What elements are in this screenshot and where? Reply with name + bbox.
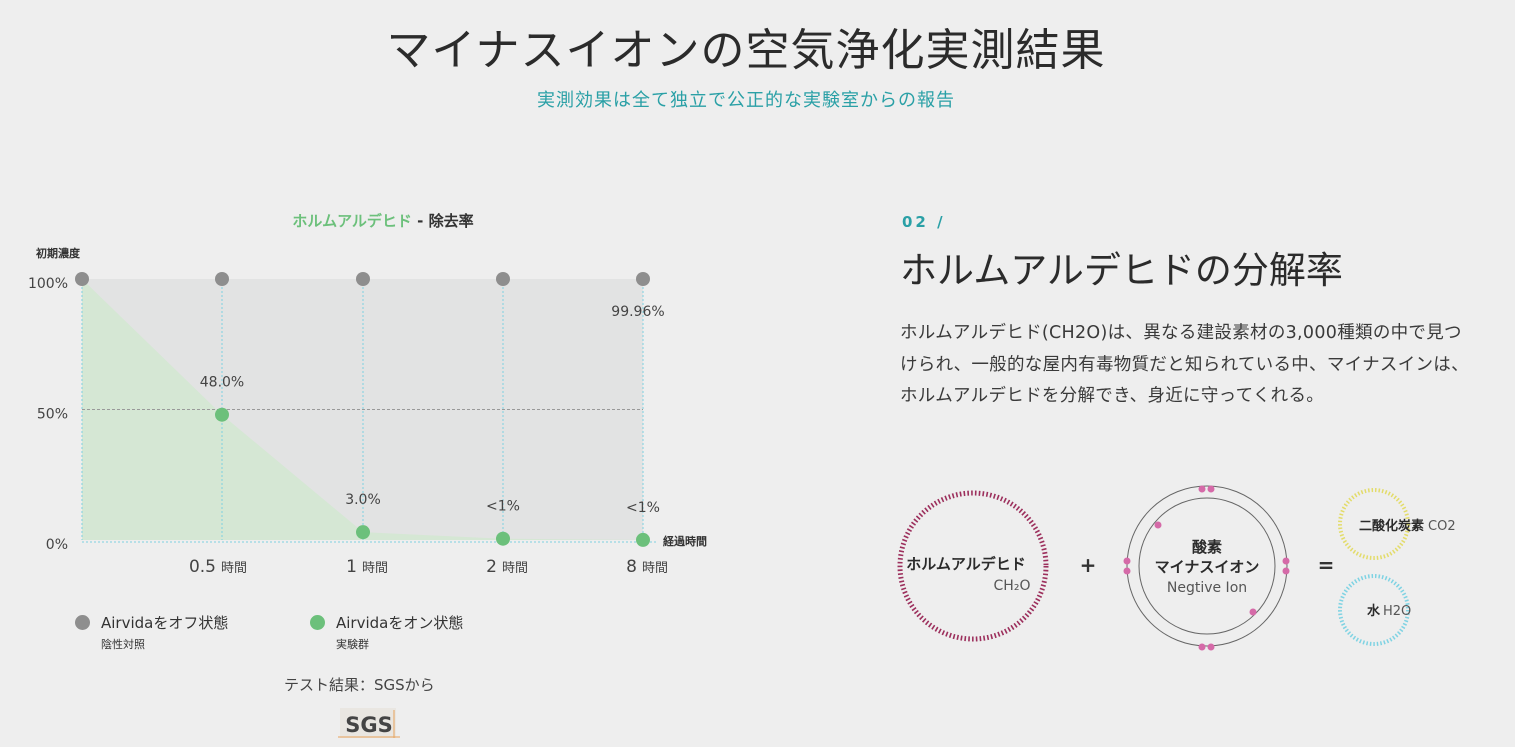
- data-label: <1%: [486, 499, 520, 515]
- data-point-on: [356, 525, 370, 540]
- y-axis-title: 初期濃度: [36, 246, 81, 260]
- sgs-logo-text: SGS: [345, 713, 393, 737]
- ion-dot: [1123, 567, 1131, 575]
- data-point-off: [75, 272, 89, 286]
- data-point-on: [496, 531, 510, 546]
- page-title: マイナスイオンの空気浄化実測結果: [386, 25, 1106, 76]
- h2o-name: 水: [1367, 603, 1381, 619]
- ion-label-english: Negtive Ion: [1167, 580, 1247, 596]
- ion-dot: [1154, 521, 1162, 529]
- y-tick-label: 50%: [37, 407, 68, 423]
- chart-title-rest: - 除去率: [411, 212, 474, 230]
- ion-dot: [1207, 485, 1215, 493]
- ion-dot: [1123, 557, 1131, 565]
- data-point-on: [215, 407, 229, 422]
- data-point-off: [215, 272, 229, 286]
- ion-dot: [1282, 557, 1290, 565]
- co2-formula: CO2: [1428, 519, 1456, 534]
- ion-dot: [1198, 485, 1206, 493]
- formaldehyde-circle: [897, 490, 1049, 642]
- legend-dot-on: [310, 615, 325, 630]
- data-point-off: [496, 272, 510, 286]
- formaldehyde-label: ホルムアルデヒド: [906, 555, 1026, 573]
- x-tick-number: 1: [346, 557, 357, 577]
- section-description: ホルムアルデヒド(CH2O)は、異なる建設素材の3,000種類の中で見つけられ、…: [900, 323, 1469, 406]
- ion-label-oxygen: 酸素: [1192, 538, 1222, 556]
- x-tick-unit: 時間: [502, 561, 528, 576]
- section-number: 02 /: [902, 213, 946, 231]
- test-result-text: テスト結果：SGSから: [284, 676, 435, 694]
- ion-dot: [1282, 567, 1290, 575]
- ion-dot: [1249, 608, 1257, 616]
- x-tick-unit: 時間: [221, 561, 247, 576]
- chart-title: ホルムアルデヒド - 除去率: [200, 210, 566, 231]
- sgs-logo: SGS: [338, 708, 400, 738]
- data-label: <1%: [626, 500, 660, 516]
- co2-label: 二酸化炭素 CO2: [1359, 518, 1456, 534]
- x-tick-number: 8: [626, 557, 637, 577]
- data-point-on: [636, 532, 650, 547]
- y-tick-label: 0%: [46, 537, 68, 553]
- ion-dot: [1198, 643, 1206, 651]
- ion-outer-ring: [1126, 485, 1288, 647]
- legend-dot-off: [75, 615, 90, 630]
- ion-inner-ring: [1138, 497, 1276, 635]
- h2o-label: 水 H2O: [1367, 603, 1411, 619]
- x-axis-title: 経過時間: [663, 534, 707, 548]
- annotation-label: 99.96%: [611, 304, 664, 320]
- co2-circle: [1338, 488, 1410, 560]
- ion-dots: [1123, 485, 1290, 651]
- series-area-on: [82, 279, 643, 540]
- legend-label-off: Airvidaをオフ状態: [101, 614, 229, 632]
- ion-label-negative-ion: マイナスイオン: [1155, 558, 1260, 576]
- ion-dot: [1207, 643, 1215, 651]
- reaction-diagram: ホルムアルデヒド CH₂O + 酸素 マイナスイオン Negtive Ion =…: [897, 485, 1456, 651]
- legend-sub-off: 陰性対照: [101, 638, 145, 651]
- legend-sub-on: 実験群: [336, 638, 369, 651]
- h2o-circle: [1338, 574, 1410, 646]
- page-subtitle: 実測効果は全て独立で公正的な実験室からの報告: [537, 90, 955, 111]
- data-label: 48.0%: [200, 375, 244, 391]
- h2o-formula: H2O: [1383, 604, 1411, 619]
- chart-title-highlight: ホルムアルデヒド: [292, 212, 412, 230]
- x-tick-number: 0.5: [189, 557, 216, 577]
- legend-label-on: Airvidaをオン状態: [336, 614, 464, 632]
- x-tick-unit: 時間: [362, 561, 388, 576]
- x-tick-number: 2: [486, 557, 497, 577]
- equals-sign: =: [1318, 553, 1335, 577]
- formaldehyde-formula: CH₂O: [994, 578, 1031, 594]
- data-point-off: [636, 272, 650, 286]
- data-label: 3.0%: [345, 492, 381, 508]
- y-tick-label: 100%: [28, 276, 68, 292]
- section-title: ホルムアルデヒドの分解率: [900, 249, 1343, 292]
- data-point-off: [356, 272, 370, 286]
- x-tick-unit: 時間: [642, 561, 668, 576]
- co2-name: 二酸化炭素: [1359, 518, 1424, 534]
- plus-sign: +: [1080, 553, 1097, 577]
